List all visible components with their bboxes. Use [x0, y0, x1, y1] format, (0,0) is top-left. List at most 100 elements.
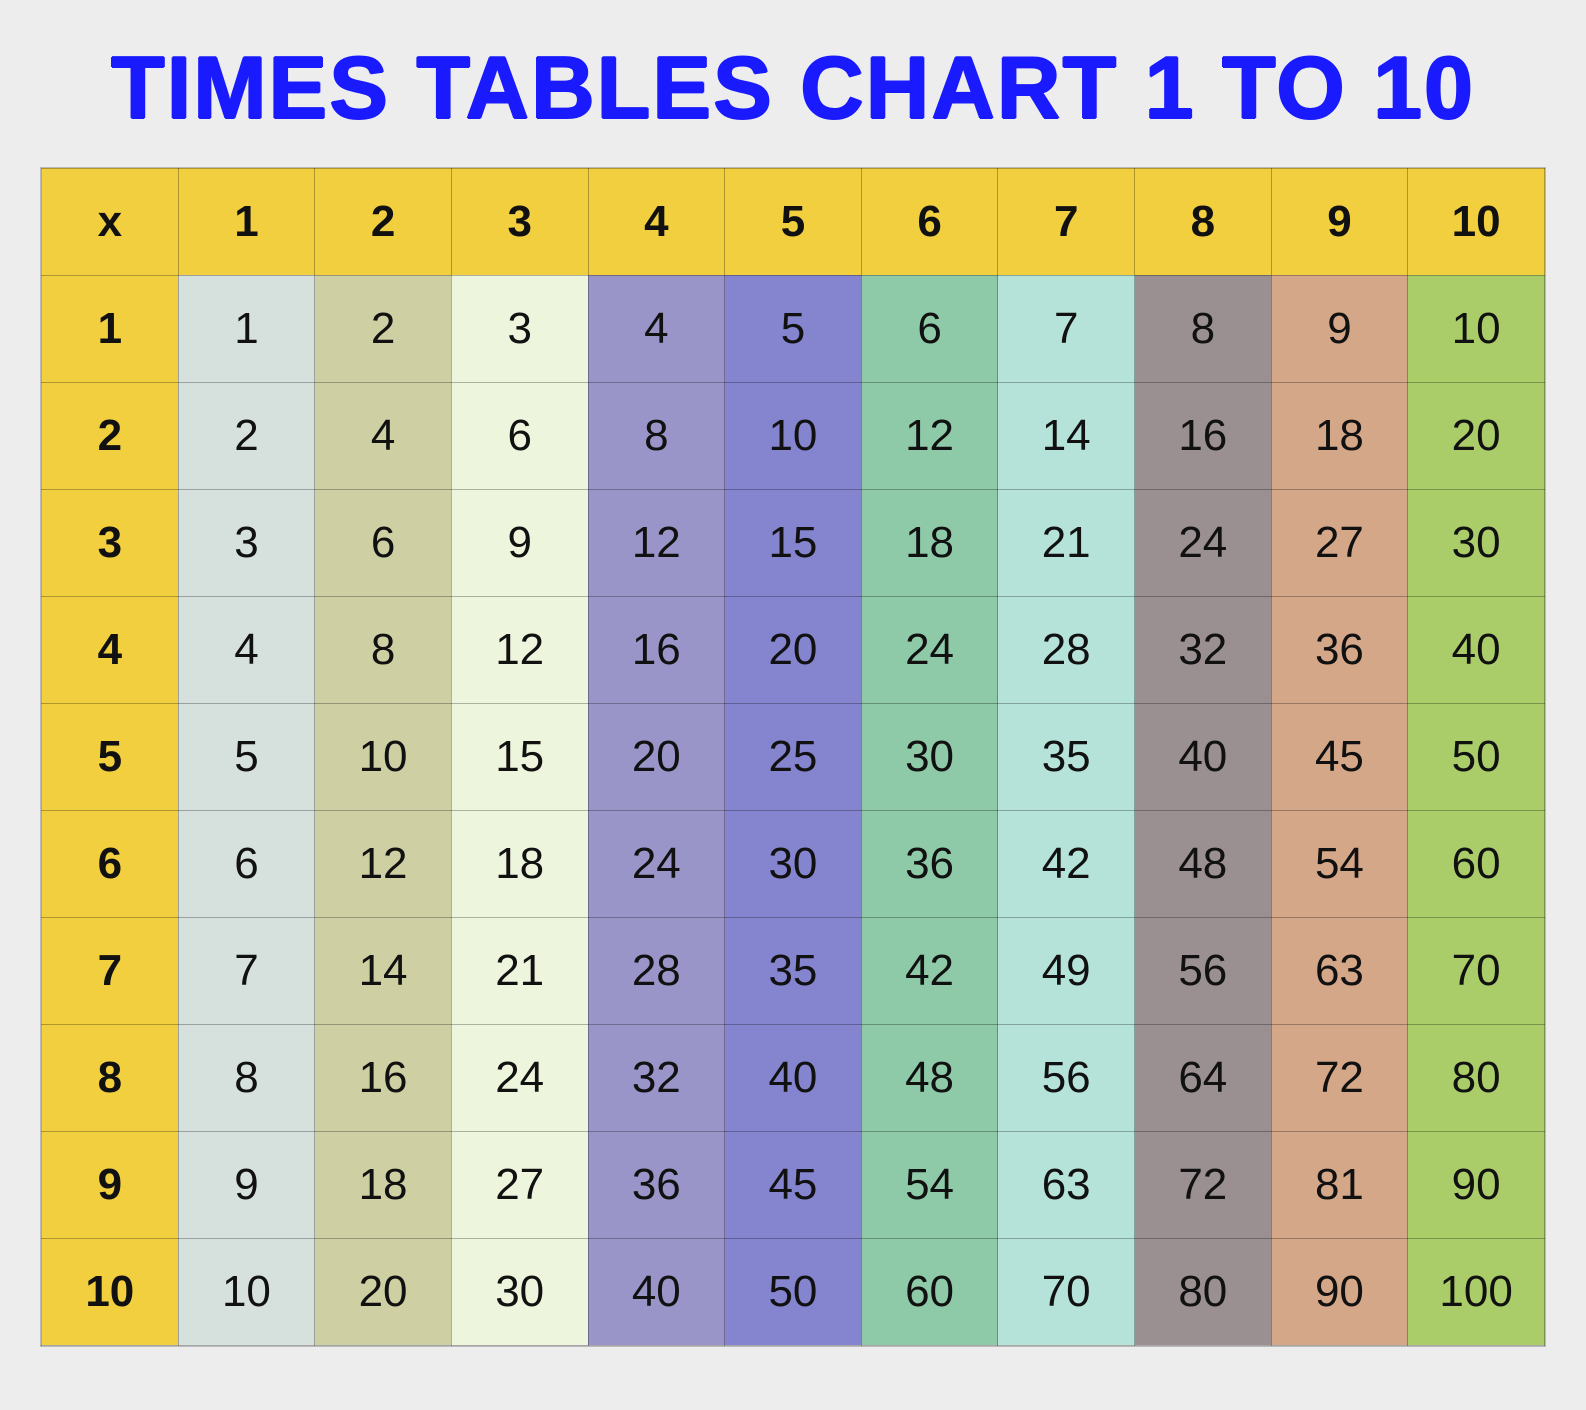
- table-col-header: 6: [861, 168, 998, 275]
- table-cell: 12: [315, 810, 452, 917]
- table-cell: 15: [725, 489, 862, 596]
- table-cell: 30: [725, 810, 862, 917]
- table-cell: 64: [1135, 1024, 1272, 1131]
- table-col-header: 8: [1135, 168, 1272, 275]
- table-cell: 35: [998, 703, 1135, 810]
- table-cell: 50: [725, 1238, 862, 1345]
- table-cell: 72: [1135, 1131, 1272, 1238]
- table-cell: 27: [451, 1131, 588, 1238]
- table-cell: 36: [861, 810, 998, 917]
- table-cell: 81: [1271, 1131, 1408, 1238]
- table-row: 88162432404856647280: [42, 1024, 1545, 1131]
- table-cell: 56: [1135, 917, 1272, 1024]
- table-col-header: 2: [315, 168, 452, 275]
- table-cell: 80: [1135, 1238, 1272, 1345]
- table-cell: 2: [315, 275, 452, 382]
- table-col-header: 10: [1408, 168, 1545, 275]
- table-cell: 40: [588, 1238, 725, 1345]
- table-cell: 16: [588, 596, 725, 703]
- table-row-header: 4: [42, 596, 179, 703]
- table-cell: 8: [178, 1024, 315, 1131]
- table-header: x12345678910: [42, 168, 1545, 275]
- times-table: x12345678910 112345678910224681012141618…: [41, 168, 1545, 1346]
- table-cell: 6: [861, 275, 998, 382]
- table-cell: 70: [1408, 917, 1545, 1024]
- table-cell: 24: [1135, 489, 1272, 596]
- table-row-header: 9: [42, 1131, 179, 1238]
- table-row-header: 1: [42, 275, 179, 382]
- table-row-header: 2: [42, 382, 179, 489]
- table-cell: 9: [451, 489, 588, 596]
- table-cell: 16: [1135, 382, 1272, 489]
- table-cell: 40: [725, 1024, 862, 1131]
- table-cell: 15: [451, 703, 588, 810]
- table-cell: 2: [178, 382, 315, 489]
- table-col-header: 1: [178, 168, 315, 275]
- table-cell: 49: [998, 917, 1135, 1024]
- table-cell: 72: [1271, 1024, 1408, 1131]
- table-cell: 9: [178, 1131, 315, 1238]
- table-cell: 40: [1135, 703, 1272, 810]
- table-cell: 5: [725, 275, 862, 382]
- table-cell: 18: [1271, 382, 1408, 489]
- table-body: 1123456789102246810121416182033691215182…: [42, 275, 1545, 1345]
- table-cell: 48: [861, 1024, 998, 1131]
- table-col-header: 9: [1271, 168, 1408, 275]
- table-cell: 56: [998, 1024, 1135, 1131]
- table-cell: 12: [588, 489, 725, 596]
- table-cell: 40: [1408, 596, 1545, 703]
- table-cell: 54: [1271, 810, 1408, 917]
- table-cell: 14: [315, 917, 452, 1024]
- table-cell: 6: [178, 810, 315, 917]
- table-row: 77142128354249566370: [42, 917, 1545, 1024]
- table-cell: 30: [861, 703, 998, 810]
- table-cell: 10: [1408, 275, 1545, 382]
- table-cell: 10: [725, 382, 862, 489]
- table-cell: 80: [1408, 1024, 1545, 1131]
- table-cell: 36: [588, 1131, 725, 1238]
- table-cell: 20: [588, 703, 725, 810]
- table-row: 55101520253035404550: [42, 703, 1545, 810]
- table-cell: 45: [725, 1131, 862, 1238]
- table-cell: 90: [1408, 1131, 1545, 1238]
- table-row-header: 5: [42, 703, 179, 810]
- table-cell: 32: [588, 1024, 725, 1131]
- table-cell: 8: [588, 382, 725, 489]
- table-row: 336912151821242730: [42, 489, 1545, 596]
- table-cell: 36: [1271, 596, 1408, 703]
- table-cell: 1: [178, 275, 315, 382]
- table-cell: 42: [998, 810, 1135, 917]
- table-cell: 5: [178, 703, 315, 810]
- table-cell: 6: [315, 489, 452, 596]
- times-table-container: x12345678910 112345678910224681012141618…: [40, 167, 1546, 1347]
- table-cell: 9: [1271, 275, 1408, 382]
- table-cell: 16: [315, 1024, 452, 1131]
- table-cell: 7: [998, 275, 1135, 382]
- table-cell: 24: [588, 810, 725, 917]
- table-cell: 63: [998, 1131, 1135, 1238]
- table-row: 99182736455463728190: [42, 1131, 1545, 1238]
- table-row: 22468101214161820: [42, 382, 1545, 489]
- table-cell: 12: [861, 382, 998, 489]
- table-cell: 20: [315, 1238, 452, 1345]
- table-cell: 70: [998, 1238, 1135, 1345]
- table-cell: 50: [1408, 703, 1545, 810]
- table-row: 112345678910: [42, 275, 1545, 382]
- table-cell: 3: [451, 275, 588, 382]
- table-cell: 18: [861, 489, 998, 596]
- table-cell: 8: [315, 596, 452, 703]
- table-cell: 18: [315, 1131, 452, 1238]
- table-cell: 60: [861, 1238, 998, 1345]
- table-cell: 54: [861, 1131, 998, 1238]
- table-cell: 12: [451, 596, 588, 703]
- table-cell: 20: [725, 596, 862, 703]
- table-cell: 100: [1408, 1238, 1545, 1345]
- table-cell: 14: [998, 382, 1135, 489]
- table-cell: 63: [1271, 917, 1408, 1024]
- table-cell: 10: [178, 1238, 315, 1345]
- table-cell: 4: [178, 596, 315, 703]
- table-cell: 7: [178, 917, 315, 1024]
- table-row-header: 6: [42, 810, 179, 917]
- table-cell: 90: [1271, 1238, 1408, 1345]
- table-cell: 24: [861, 596, 998, 703]
